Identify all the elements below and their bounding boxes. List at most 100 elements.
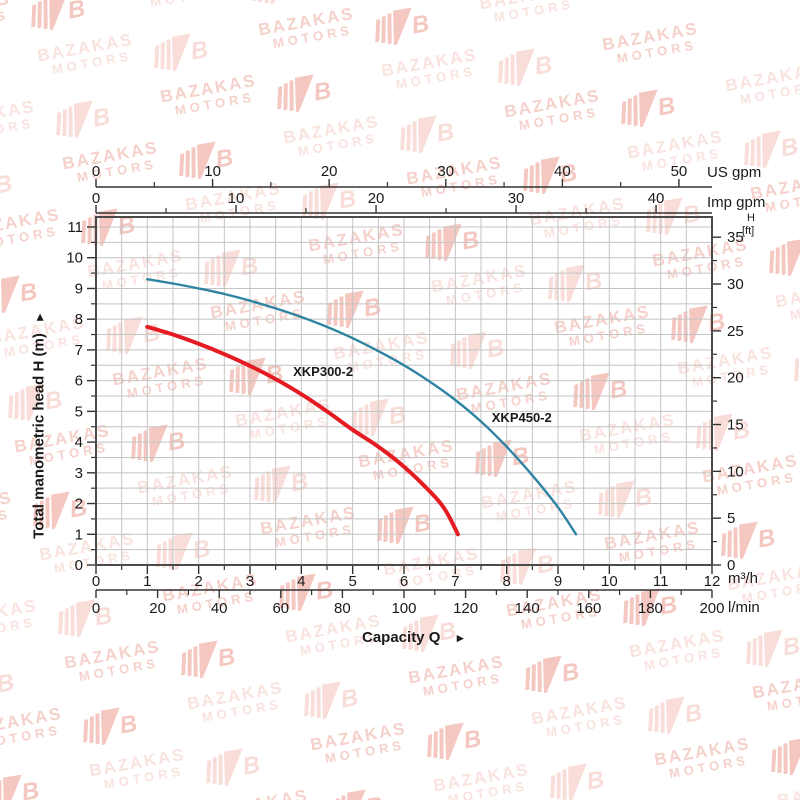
us-gpm-axis-unit-label: US gpm [707,164,762,181]
svg-text:B: B [583,267,604,297]
svg-text:B: B [116,211,137,241]
tick-label: 20 [149,600,166,617]
curve-label-XKP450-2: XKP450-2 [491,409,552,425]
watermark-logo-icon: B [343,389,409,447]
axis-lmin: 0 20 40 60 80 100 120 140 160 180 200 [92,589,725,617]
svg-text:B: B [68,494,89,524]
tick-label: 6 [400,573,408,590]
svg-text:B: B [18,278,39,308]
watermark-logo-icon: B [737,620,800,678]
watermark-logo-icon: B [295,672,361,730]
tick-label: 1 [75,526,83,543]
svg-text:B: B [66,0,87,25]
tick-label: 50 [671,163,688,180]
svg-text:B: B [435,118,456,148]
tick-label: 2 [194,573,202,590]
tick-label: 120 [453,600,478,617]
tick-label: 160 [576,600,601,617]
svg-text:B: B [312,77,333,107]
watermark-logo-icon: B [539,255,605,313]
watermark-logo-icon: B [516,646,582,704]
svg-text:B: B [214,144,235,174]
svg-text:B: B [91,103,112,133]
svg-text:B: B [412,509,433,539]
watermark-logo-icon: B [172,631,238,689]
tick-label: 40 [648,190,665,207]
tick-label: 4 [75,434,83,451]
svg-text:B: B [633,483,654,513]
tick-label: 5 [727,510,735,527]
svg-text:B: B [289,468,310,498]
svg-text:B: B [20,777,41,800]
watermark-logo-icon: B [391,106,457,164]
tick-label: 0 [727,557,735,574]
x-axis-title: Capacity Q ► [362,629,466,646]
grid-lines [96,217,712,565]
tick-label: 3 [246,573,254,590]
svg-text:B: B [241,751,262,781]
watermark-logo-icon: B [197,739,263,797]
tick-label: 40 [554,163,571,180]
svg-text:B: B [387,401,408,431]
watermark-logo-icon: B [612,80,678,138]
tick-label: 4 [297,573,305,590]
pump-curves [145,278,578,537]
tick-label: 11 [653,573,669,590]
watermark-logo-icon: B [49,590,115,648]
tick-label: 0 [75,557,83,574]
tick-label: 80 [334,600,351,617]
svg-text:B: B [658,591,679,621]
tick-label: 11 [67,219,83,236]
tick-label: 10 [204,163,221,180]
tick-label: 8 [75,311,83,328]
axis-head-m: 0 1 2 3 4 5 6 7 8 9 10 11 [66,219,96,574]
axis-imp-gpm: 0 10 20 30 40 [92,190,712,214]
tick-label: 0 [92,163,100,180]
tick-label: 25 [727,323,744,340]
axis-us-gpm: 0 10 20 30 40 50 [92,163,712,188]
head-ft-unit-h-label: H [747,212,755,224]
svg-text:B: B [683,699,704,729]
watermark-logo-icon: B [541,754,607,800]
watermark-logo-icon: B [639,687,705,745]
svg-text:B: B [437,617,458,647]
watermark-logo-icon: B [145,24,211,82]
svg-text:B: B [43,386,64,416]
tick-label: 30 [508,190,525,207]
tick-label: 200 [699,600,724,617]
watermark-logo-icon: B [514,147,580,205]
tick-label: 2 [75,496,83,513]
watermark-logo-icon: B [24,482,90,540]
head-ft-unit-ft-label: [ft] [742,225,755,237]
tick-label: 180 [638,600,663,617]
watermark-logo-icon: B [245,456,311,514]
x-axis-title-text: Capacity Q [362,629,441,646]
watermark-logo-icon: B [441,322,507,380]
tick-label: 5 [348,573,356,590]
tick-label: 0 [92,600,100,617]
watermark-logo-icon: B [762,728,800,786]
tick-label: 140 [515,600,540,617]
tick-label: 40 [211,600,228,617]
svg-text:B: B [410,10,431,40]
svg-text:B: B [485,334,506,364]
tick-label: 9 [75,280,83,297]
svg-text:B: B [781,632,800,662]
svg-text:B: B [337,185,358,215]
watermark-logo-icon: B [293,173,359,231]
svg-text:B: B [558,159,579,189]
svg-text:B: B [608,375,629,405]
watermark-logo-icon: B [320,780,386,800]
m3h-axis-unit-label: m³/h [728,570,758,587]
svg-text:B: B [460,226,481,256]
imp-gpm-axis-unit-label: Imp gpm [707,194,766,211]
svg-text:B: B [118,710,139,740]
watermark-logo-icon: B [195,240,261,298]
tick-label: 12 [704,573,721,590]
plot-frame [95,216,713,566]
tick-label: 30 [727,276,744,293]
tick-label: 9 [554,573,562,590]
